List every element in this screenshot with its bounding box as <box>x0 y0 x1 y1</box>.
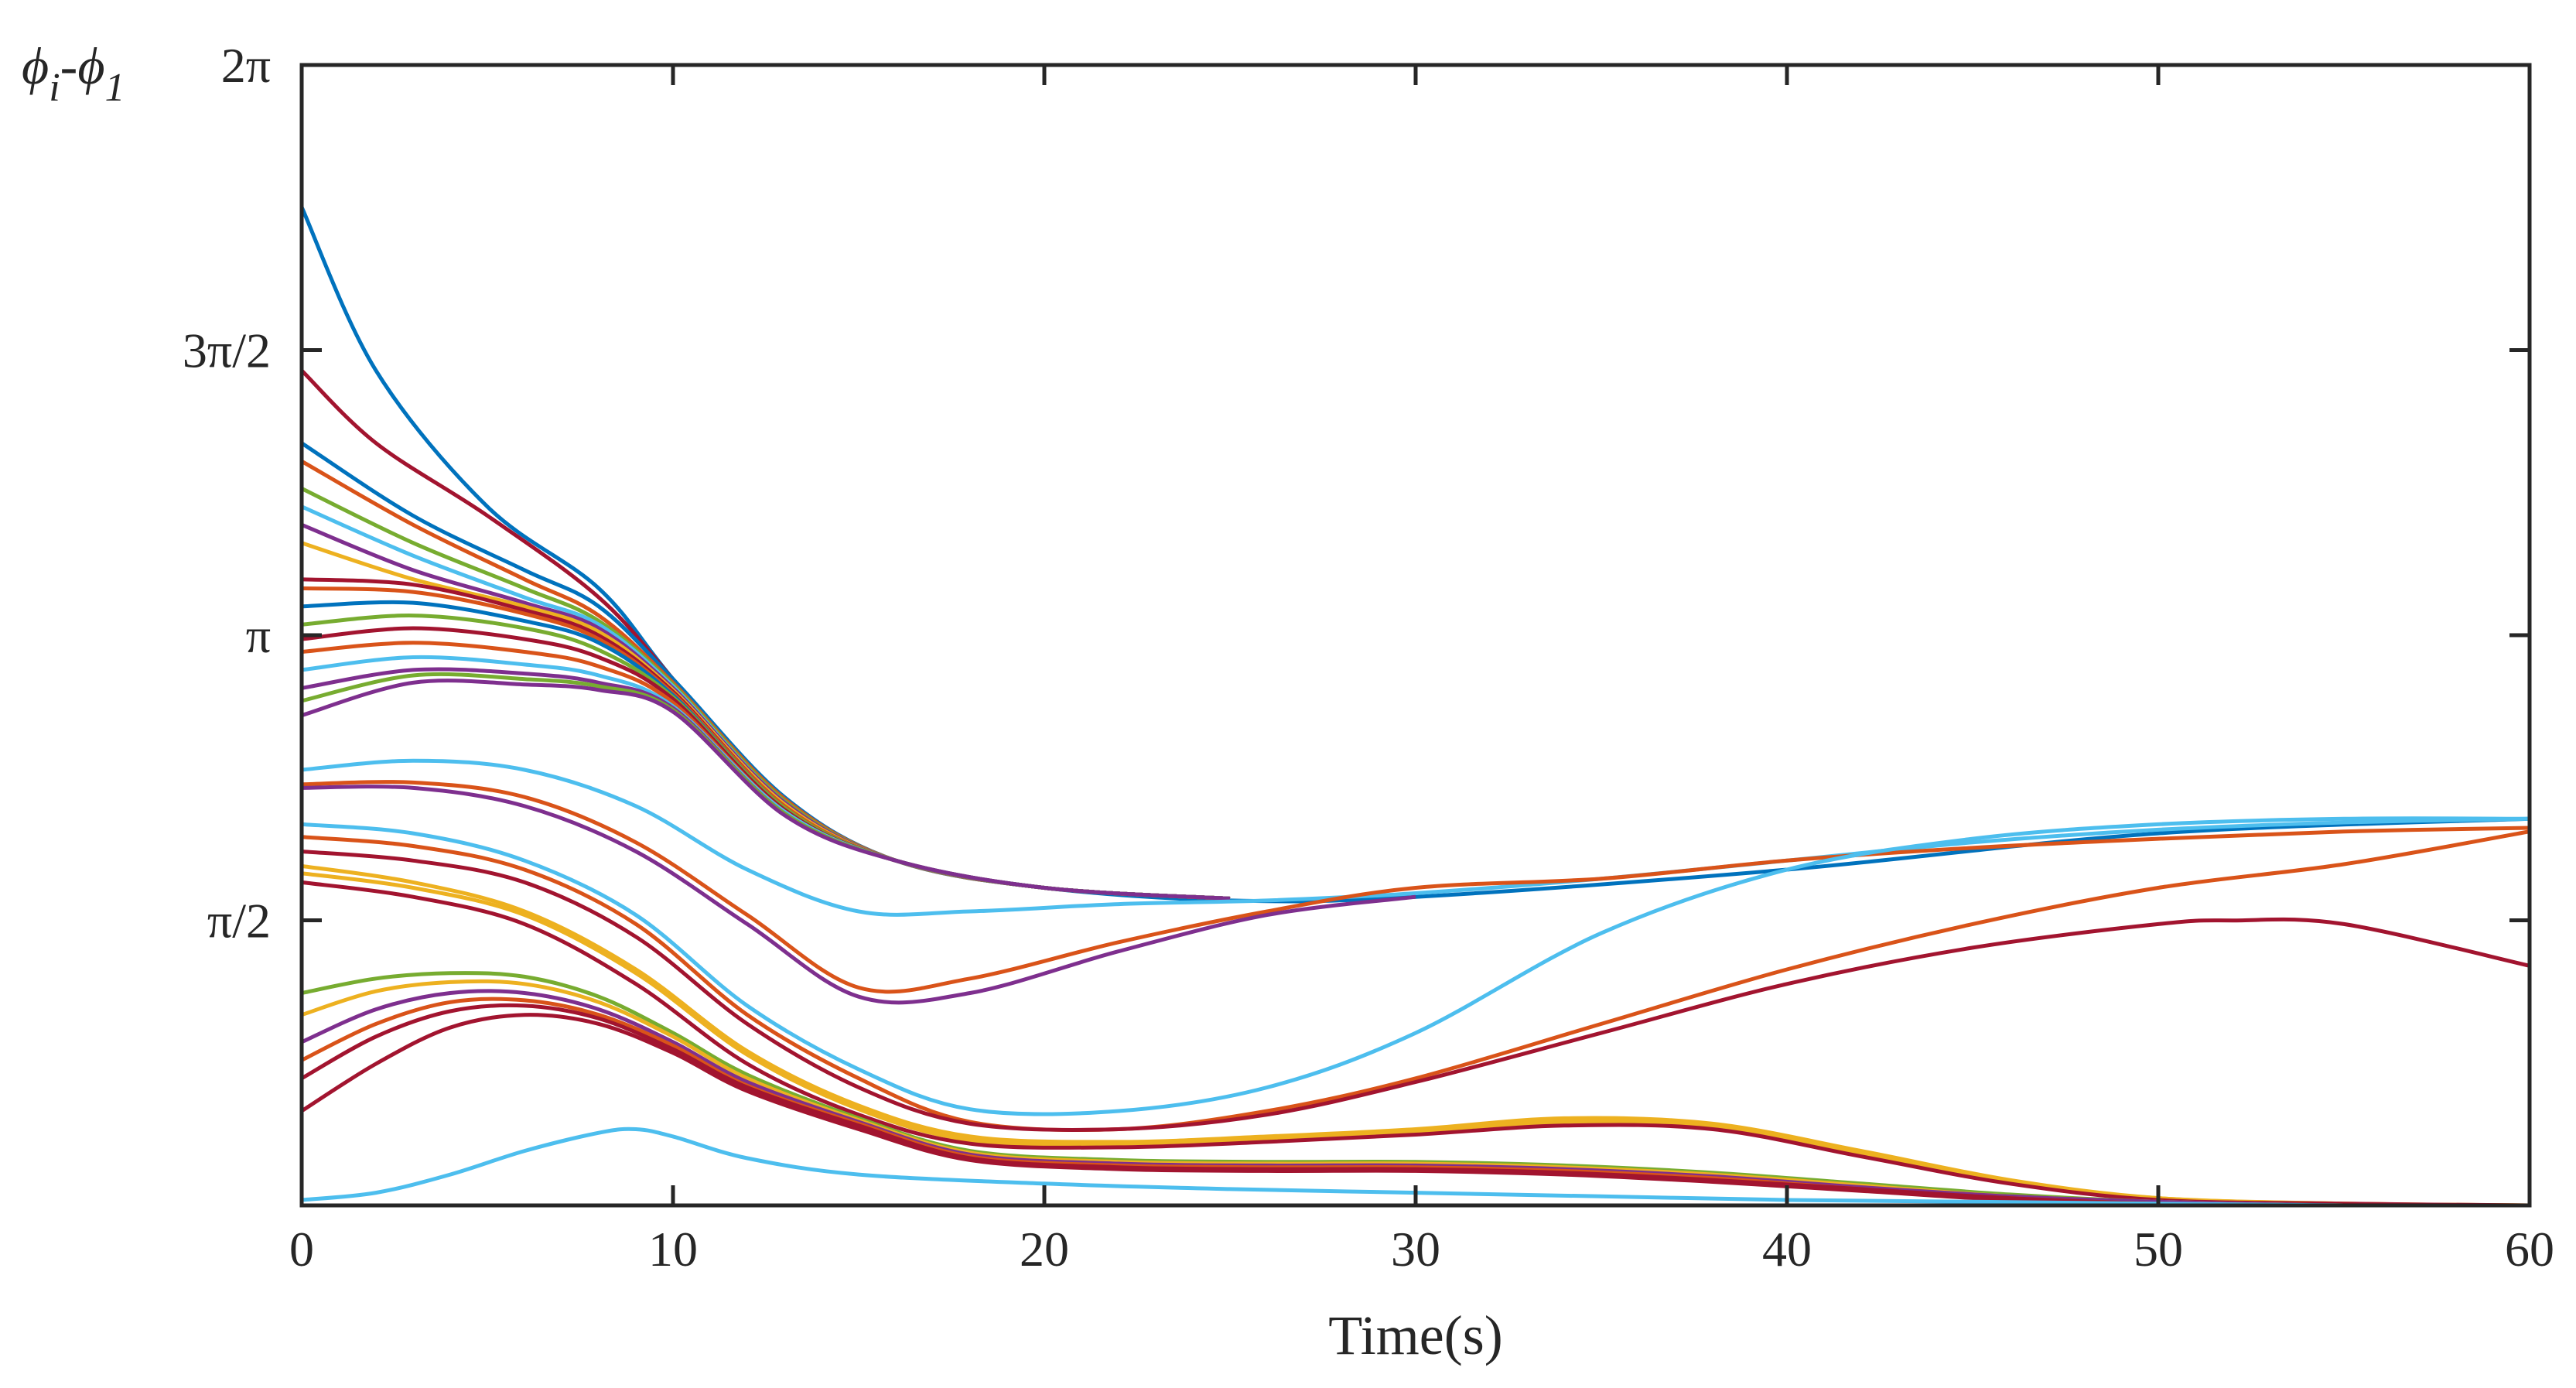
x-tick-label-40: 40 <box>1762 1222 1812 1277</box>
tick-layer: 0 10 20 30 40 50 60 π/2 π 3π/2 2π <box>183 38 2554 1277</box>
series-line-bundle-9 <box>302 600 1231 901</box>
series-line-lower-orange <box>302 829 2530 1133</box>
y-axis-phi-a: ϕ <box>22 36 49 95</box>
series-line-mid-cyan <box>302 758 2530 917</box>
series-line-top-red <box>302 369 1231 901</box>
y-tick-label-3π/2: 3π/2 <box>183 323 271 378</box>
y-axis-phi-b: ϕ <box>77 36 104 95</box>
y-tick-label-2π: 2π <box>221 38 271 93</box>
x-tick-label-30: 30 <box>1391 1222 1440 1277</box>
y-axis-sub-a: i <box>49 66 60 110</box>
y-axis-dash: - <box>60 36 78 95</box>
series-line-bundle-16 <box>302 679 1231 901</box>
y-tick-label-π: π <box>246 608 271 663</box>
y-axis-title: ϕi-ϕ1 <box>22 36 125 110</box>
series-line-orange-hump <box>302 997 2530 1205</box>
series-line-red-c <box>302 880 2530 1205</box>
series-line-lower-cyan <box>302 816 2530 1116</box>
series-layer <box>302 206 2530 1205</box>
series-line-low-cyan <box>302 1126 2530 1205</box>
x-tick-label-50: 50 <box>2134 1222 2183 1277</box>
x-tick-label-20: 20 <box>1020 1222 1069 1277</box>
series-line-mid-orange <box>302 780 2530 994</box>
x-tick-label-10: 10 <box>648 1222 698 1277</box>
x-axis-title: Time(s) <box>1328 1304 1502 1366</box>
x-tick-label-0: 0 <box>289 1222 314 1277</box>
series-line-red-hump-b <box>302 1013 2530 1205</box>
series-line-top-blue <box>302 206 2530 904</box>
series-line-bundle-5 <box>302 522 1231 901</box>
x-tick-label-60: 60 <box>2505 1222 2554 1277</box>
y-tick-label-π/2: π/2 <box>207 894 271 949</box>
series-line-mid-purple <box>302 785 1416 1005</box>
y-axis-sub-b: 1 <box>105 66 125 110</box>
series-line-lower-red <box>302 850 2530 1132</box>
series-line-purple-hump <box>302 989 2530 1205</box>
